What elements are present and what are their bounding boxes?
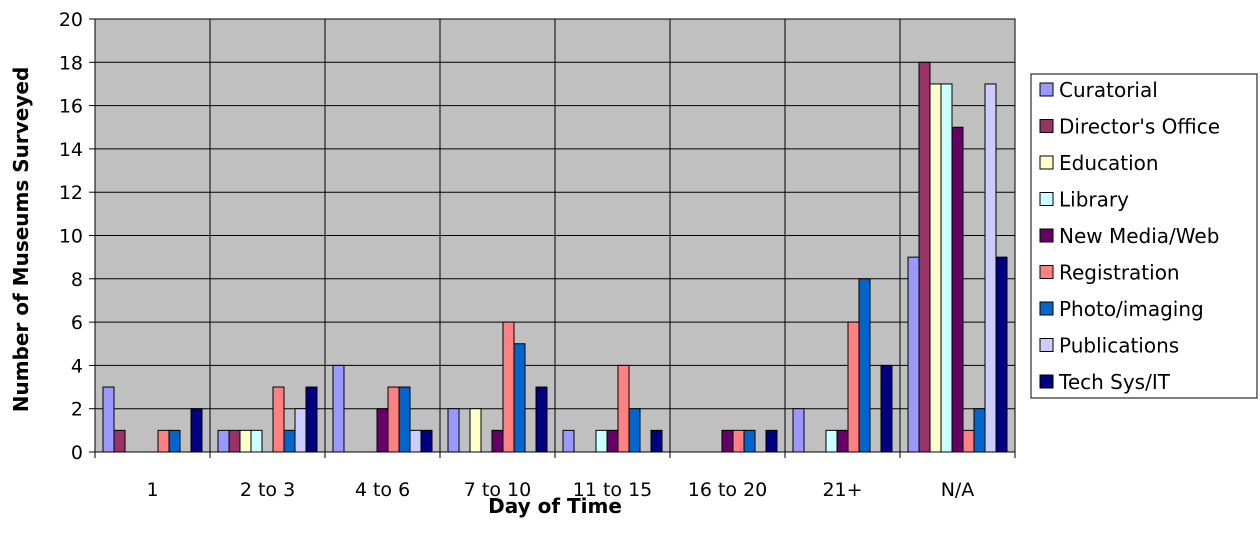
legend-label: Education bbox=[1059, 151, 1159, 175]
bar bbox=[420, 429, 433, 453]
y-tick-label: 0 bbox=[71, 442, 83, 464]
y-tick-label: 4 bbox=[71, 355, 83, 377]
bar bbox=[792, 408, 805, 453]
bar bbox=[332, 364, 345, 453]
bar bbox=[721, 429, 734, 453]
bar bbox=[305, 386, 318, 453]
bar bbox=[102, 386, 115, 453]
x-tick-label: 1 bbox=[146, 479, 158, 501]
x-tick-label: 2 to 3 bbox=[240, 479, 295, 501]
legend-label: New Media/Web bbox=[1059, 224, 1219, 248]
y-tick-label: 6 bbox=[71, 312, 83, 334]
legend-swatch bbox=[1039, 338, 1054, 352]
y-tick-labels: 0 2 4 6 8 10 12 14 16 18 20 bbox=[59, 9, 83, 464]
y-tick-label: 16 bbox=[59, 96, 83, 118]
bar bbox=[190, 408, 203, 453]
x-tick-label: 21+ bbox=[822, 479, 862, 501]
bar bbox=[502, 321, 515, 453]
legend-swatch bbox=[1039, 155, 1054, 170]
y-tick-label: 14 bbox=[59, 139, 83, 161]
bar bbox=[469, 408, 482, 453]
legend: Curatorial Director's Office Education Libr… bbox=[1030, 73, 1258, 399]
bar bbox=[918, 61, 931, 453]
y-axis-title: Number of Museums Surveyed bbox=[9, 67, 33, 413]
bar bbox=[836, 429, 849, 453]
bar bbox=[294, 408, 307, 453]
bar bbox=[940, 83, 953, 453]
x-axis-title: Day of Time bbox=[488, 494, 622, 518]
bar bbox=[217, 429, 230, 453]
bar bbox=[250, 429, 263, 453]
legend-swatch bbox=[1039, 192, 1054, 206]
bar bbox=[606, 429, 619, 453]
bar bbox=[535, 386, 548, 453]
x-tick-label: N/A bbox=[941, 479, 975, 501]
bar bbox=[113, 429, 126, 453]
x-tick-label: 16 to 20 bbox=[688, 479, 768, 501]
legend-label: Library bbox=[1059, 188, 1129, 212]
bar bbox=[951, 126, 964, 453]
bar bbox=[929, 83, 942, 453]
axes bbox=[89, 18, 1016, 458]
bar bbox=[907, 256, 920, 453]
bar bbox=[272, 386, 285, 453]
legend-label: Tech Sys/IT bbox=[1058, 370, 1171, 394]
bar bbox=[409, 429, 422, 453]
bar bbox=[387, 386, 400, 453]
bars bbox=[102, 61, 1008, 453]
bar bbox=[628, 408, 641, 453]
x-tick-label: 4 to 6 bbox=[355, 479, 410, 501]
legend-label: Publications bbox=[1059, 334, 1179, 358]
legend-label: Photo/imaging bbox=[1059, 297, 1204, 321]
bar bbox=[157, 429, 170, 453]
legend-swatch bbox=[1039, 301, 1054, 316]
bar bbox=[491, 429, 504, 453]
bar bbox=[283, 429, 296, 453]
bar bbox=[650, 429, 663, 453]
legend-swatch bbox=[1039, 82, 1054, 97]
x-tick-labels: 1 2 to 3 4 to 6 7 to 10 11 to 15 16 to 20 21+ N… bbox=[146, 479, 974, 501]
legend-swatch bbox=[1039, 265, 1054, 279]
bar bbox=[743, 429, 756, 453]
x-tick-label: 11 to 15 bbox=[573, 479, 653, 501]
legend-swatch bbox=[1039, 374, 1054, 389]
bar bbox=[595, 429, 608, 453]
legend-swatch bbox=[1039, 228, 1054, 243]
legend-swatch bbox=[1039, 119, 1054, 133]
bar bbox=[825, 429, 838, 453]
legend-label: Curatorial bbox=[1059, 78, 1158, 102]
legend-box bbox=[1030, 73, 1258, 399]
bar bbox=[984, 83, 997, 453]
bar bbox=[847, 321, 860, 453]
y-tick-label: 2 bbox=[71, 399, 83, 421]
bar bbox=[239, 429, 252, 453]
y-tick-label: 12 bbox=[59, 182, 83, 204]
x-tick-label: 7 to 10 bbox=[464, 479, 531, 501]
bar bbox=[858, 278, 871, 453]
y-tick-label: 8 bbox=[71, 269, 83, 291]
y-tick-label: 10 bbox=[59, 226, 83, 248]
bar bbox=[447, 408, 460, 453]
bar bbox=[562, 429, 575, 453]
y-tick-label: 18 bbox=[59, 52, 83, 74]
bar bbox=[168, 429, 181, 453]
bar bbox=[376, 408, 389, 453]
bar bbox=[228, 429, 241, 453]
bar bbox=[513, 343, 526, 453]
bar bbox=[995, 256, 1008, 453]
bar bbox=[962, 429, 975, 453]
bar bbox=[973, 408, 986, 453]
bar bbox=[880, 364, 893, 453]
bar bbox=[765, 429, 778, 453]
legend-label: Registration bbox=[1059, 261, 1180, 285]
bar bbox=[732, 429, 745, 453]
y-tick-label: 20 bbox=[59, 9, 83, 31]
bar bbox=[617, 364, 630, 453]
legend-label: Director's Office bbox=[1059, 115, 1220, 139]
bar bbox=[398, 386, 411, 453]
